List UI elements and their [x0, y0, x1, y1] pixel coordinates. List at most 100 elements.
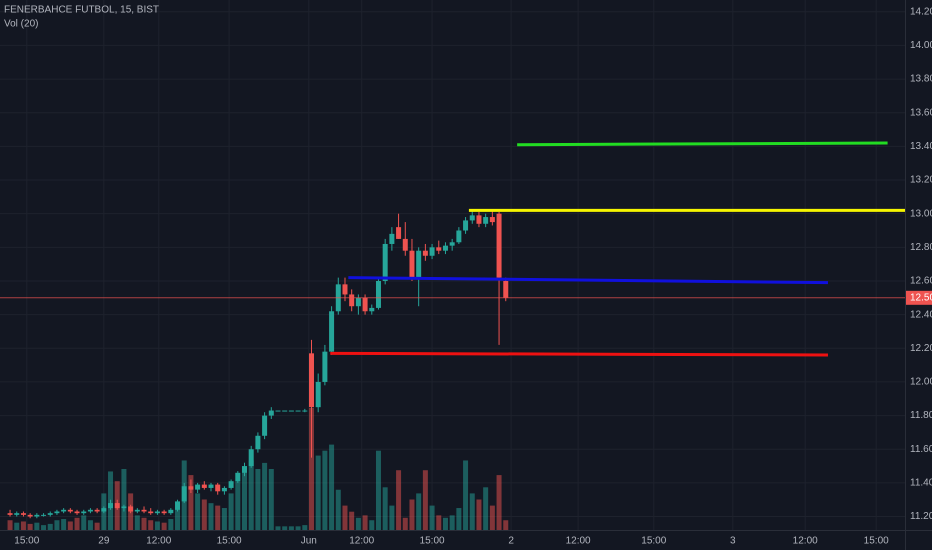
volume-bar — [322, 450, 328, 530]
candle-body — [369, 307, 375, 312]
y-tick-label: 13.00 — [910, 208, 932, 219]
volume-bar — [208, 503, 214, 530]
volume-bar — [20, 521, 26, 530]
candle-body — [34, 514, 40, 517]
candle-body — [463, 220, 469, 231]
x-tick-label: 12:00 — [146, 536, 171, 547]
volume-bar — [67, 521, 73, 530]
candle-body — [54, 511, 60, 514]
candle-body — [121, 506, 127, 509]
volume-bar — [228, 493, 234, 530]
volume-bar — [121, 469, 127, 530]
volume-bar — [221, 508, 227, 530]
volume-bar — [369, 520, 375, 530]
volume-bar — [349, 511, 355, 530]
volume-bar — [141, 517, 147, 530]
candle-body — [422, 250, 428, 256]
y-tick-label: 13.20 — [910, 175, 932, 186]
x-tick-label: 15:00 — [864, 536, 889, 547]
candle-body — [288, 410, 294, 412]
y-tick-label: 11.80 — [910, 410, 932, 421]
candle-body — [329, 311, 335, 352]
candle-body — [483, 217, 489, 224]
y-tick-label: 12.20 — [910, 343, 932, 354]
candle-body — [101, 508, 107, 512]
volume-bar — [382, 487, 388, 530]
candle-body — [175, 501, 181, 510]
volume-bar — [255, 469, 261, 530]
candle-body — [7, 513, 13, 515]
candle-body — [315, 381, 321, 408]
candle-body — [235, 472, 241, 482]
volume-bar — [295, 526, 301, 530]
y-tick-label: 12.00 — [910, 377, 932, 388]
volume-bar — [282, 526, 288, 530]
candle-body — [402, 238, 408, 251]
candle-body — [108, 503, 114, 509]
candle-body — [168, 509, 174, 514]
candle-body — [396, 227, 402, 239]
candle-body — [181, 486, 187, 502]
volume-bar — [449, 515, 455, 530]
volume-bar — [302, 525, 308, 530]
x-tick-label: 12:00 — [793, 536, 818, 547]
volume-bar — [308, 408, 314, 530]
x-tick-label: Jun — [301, 536, 317, 547]
candle-body — [295, 410, 301, 412]
candle-body — [154, 511, 160, 514]
y-tick-label: 13.60 — [910, 107, 932, 118]
x-tick-label: 15:00 — [641, 536, 666, 547]
x-tick-label: 15:00 — [420, 536, 445, 547]
grid — [0, 0, 905, 530]
last-price-label: 12.50 — [910, 292, 932, 303]
trend-line — [517, 141, 888, 147]
y-tick-label: 14.00 — [910, 40, 932, 51]
candle-body — [215, 484, 221, 492]
trend-line — [330, 351, 828, 357]
volume-bar — [416, 493, 422, 530]
volume-bar — [134, 515, 140, 530]
y-tick-label: 13.40 — [910, 141, 932, 152]
volume-bar — [168, 519, 174, 530]
y-tick-label: 14.20 — [910, 6, 932, 17]
volume-bar — [61, 519, 67, 530]
x-tick-label: 12:00 — [349, 536, 374, 547]
volume-bar — [7, 520, 13, 530]
candle-body — [248, 449, 254, 467]
candle-body — [349, 294, 355, 307]
x-tick-label: 15:00 — [14, 536, 39, 547]
x-tick-label: 3 — [730, 536, 736, 547]
candle-body — [114, 503, 120, 509]
candle-body — [134, 509, 140, 512]
volume-bar — [476, 499, 482, 530]
volume-bar — [235, 481, 241, 530]
candle-body — [221, 487, 227, 492]
volume-bar — [188, 475, 194, 530]
volume-bar — [201, 499, 207, 530]
volume-bar — [47, 523, 53, 530]
candle-body — [456, 230, 462, 243]
volume-bar — [175, 503, 181, 530]
candle-body — [87, 509, 93, 512]
y-tick-label: 12.80 — [910, 242, 932, 253]
volume-bar — [442, 517, 448, 530]
candle-body — [14, 513, 20, 515]
volume-label: Vol (20) — [4, 19, 38, 30]
y-tick-label: 13.80 — [910, 74, 932, 85]
candle-body — [208, 484, 214, 488]
volume-bar — [148, 520, 154, 530]
volume-bar — [81, 515, 87, 530]
volume-bar — [489, 505, 495, 530]
x-tick-label: 15:00 — [217, 536, 242, 547]
volume-bar — [335, 489, 341, 530]
volume-bar — [355, 517, 361, 530]
x-tick-label: 29 — [98, 536, 110, 547]
candle-body — [436, 247, 442, 251]
volume-bar — [288, 526, 294, 530]
volume-bar — [469, 493, 475, 530]
candle-body — [242, 466, 248, 473]
volume-bar — [27, 523, 33, 530]
candle-body — [429, 247, 435, 256]
